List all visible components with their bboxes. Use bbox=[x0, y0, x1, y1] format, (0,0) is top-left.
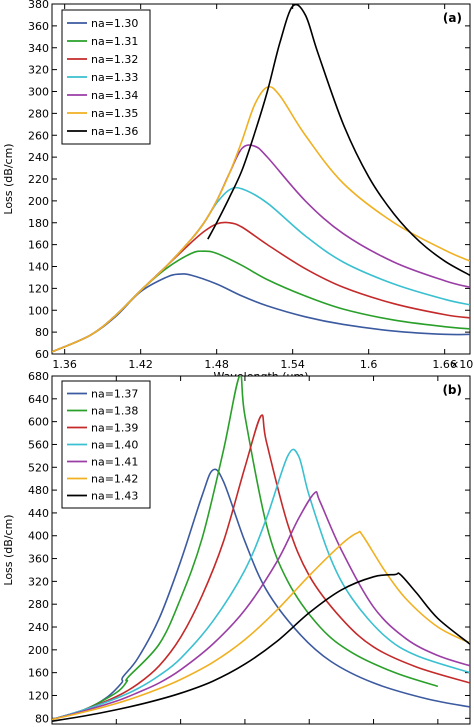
legend-entry: na=1.36 bbox=[91, 125, 138, 138]
y-tick-label: 300 bbox=[28, 86, 49, 99]
legend-entry: na=1.39 bbox=[91, 422, 138, 435]
y-tick-label: 120 bbox=[28, 282, 49, 295]
series-line-na-1-43 bbox=[52, 572, 470, 722]
y-tick-label: 380 bbox=[28, 0, 49, 11]
y-tick-label: 180 bbox=[28, 217, 49, 230]
y-tick-label: 600 bbox=[28, 416, 49, 429]
legend-entry: na=1.40 bbox=[91, 439, 138, 452]
y-tick-label: 160 bbox=[28, 667, 49, 680]
y-tick-label: 120 bbox=[28, 689, 49, 702]
legend: na=1.37 na=1.38 na=1.39 na=1.40 na=1.41 na=1.… bbox=[61, 380, 151, 509]
series-line-na-1-37 bbox=[52, 468, 470, 721]
legend-entry: na=1.42 bbox=[91, 473, 138, 486]
y-tick-label: 240 bbox=[28, 621, 49, 634]
y-tick-label: 200 bbox=[28, 644, 49, 657]
x-tick-label: 1.54 bbox=[280, 358, 305, 371]
y-tick-label: 480 bbox=[28, 484, 49, 497]
y-tick-label: 80 bbox=[35, 712, 49, 725]
legend-entry: na=1.31 bbox=[91, 35, 138, 48]
legend-entry: na=1.35 bbox=[91, 107, 138, 120]
y-tick-label: 340 bbox=[28, 42, 49, 55]
series-line-na-1-41 bbox=[52, 490, 470, 721]
y-tick-label: 220 bbox=[28, 173, 49, 186]
legend-entry: na=1.37 bbox=[91, 388, 138, 401]
x-tick-label: 1.66 bbox=[432, 358, 457, 371]
series-line-na-1-38 bbox=[52, 376, 439, 721]
y-tick-label: 680 bbox=[28, 370, 49, 383]
y-tick-label: 360 bbox=[28, 553, 49, 566]
panel-label: (a) bbox=[443, 11, 462, 25]
x-tick-label: 1.42 bbox=[128, 358, 153, 371]
legend: na=1.30 na=1.31 na=1.32 na=1.33 na=1.34 na=1.… bbox=[61, 9, 151, 145]
y-tick-label: 240 bbox=[28, 151, 49, 164]
series-group bbox=[52, 376, 470, 722]
y-tick-label: 520 bbox=[28, 461, 49, 474]
x-tick-label: 1.6 bbox=[360, 358, 378, 371]
series-line-na-1-39 bbox=[52, 414, 470, 721]
y-tick-label: 440 bbox=[28, 507, 49, 520]
y-axis-label: Loss (dB/cm) bbox=[2, 143, 15, 214]
panel-label: (b) bbox=[442, 383, 462, 397]
legend-entry: na=1.38 bbox=[91, 405, 138, 418]
y-tick-label: 60 bbox=[35, 348, 49, 361]
chart-panel-a: 60 80 100 120 140 160 180 200 220 240 260 280 300 320… bbox=[2, 0, 473, 383]
y-tick-label: 200 bbox=[28, 195, 49, 208]
y-tick-label: 280 bbox=[28, 598, 49, 611]
y-tick-label: 320 bbox=[28, 64, 49, 77]
series-line-na-1-36 bbox=[207, 4, 470, 276]
legend-entry: na=1.32 bbox=[91, 53, 138, 66]
y-tick-label: 360 bbox=[28, 20, 49, 33]
legend-entry: na=1.33 bbox=[91, 71, 138, 84]
y-axis-label: Loss (dB/cm) bbox=[2, 514, 15, 585]
chart-panel-b: 80 120 160 200 240 280 320 360 400 440 480 520 560 60… bbox=[2, 370, 471, 725]
y-tick-label: 400 bbox=[28, 530, 49, 543]
legend-entry: na=1.30 bbox=[91, 17, 138, 30]
series-line-na-1-35 bbox=[52, 85, 470, 353]
y-tick-label: 280 bbox=[28, 107, 49, 120]
y-tick-label: 160 bbox=[28, 239, 49, 252]
x-tick-label: 1.36 bbox=[52, 358, 77, 371]
series-line-na-1-40 bbox=[52, 448, 470, 721]
x-multiplier-label: ×10 bbox=[450, 358, 473, 371]
y-tick-label: 320 bbox=[28, 575, 49, 588]
legend-entry: na=1.41 bbox=[91, 456, 138, 469]
legend-entry: na=1.34 bbox=[91, 89, 138, 102]
y-tick-label: 100 bbox=[28, 304, 49, 317]
legend-entry: na=1.43 bbox=[91, 490, 138, 503]
y-tick-label: 80 bbox=[35, 326, 49, 339]
y-tick-label: 140 bbox=[28, 261, 49, 274]
series-group bbox=[52, 4, 470, 353]
series-line-na-1-42 bbox=[52, 530, 470, 721]
y-tick-label: 640 bbox=[28, 393, 49, 406]
y-tick-label: 560 bbox=[28, 438, 49, 451]
x-tick-label: 1.48 bbox=[204, 358, 229, 371]
y-tick-label: 260 bbox=[28, 129, 49, 142]
